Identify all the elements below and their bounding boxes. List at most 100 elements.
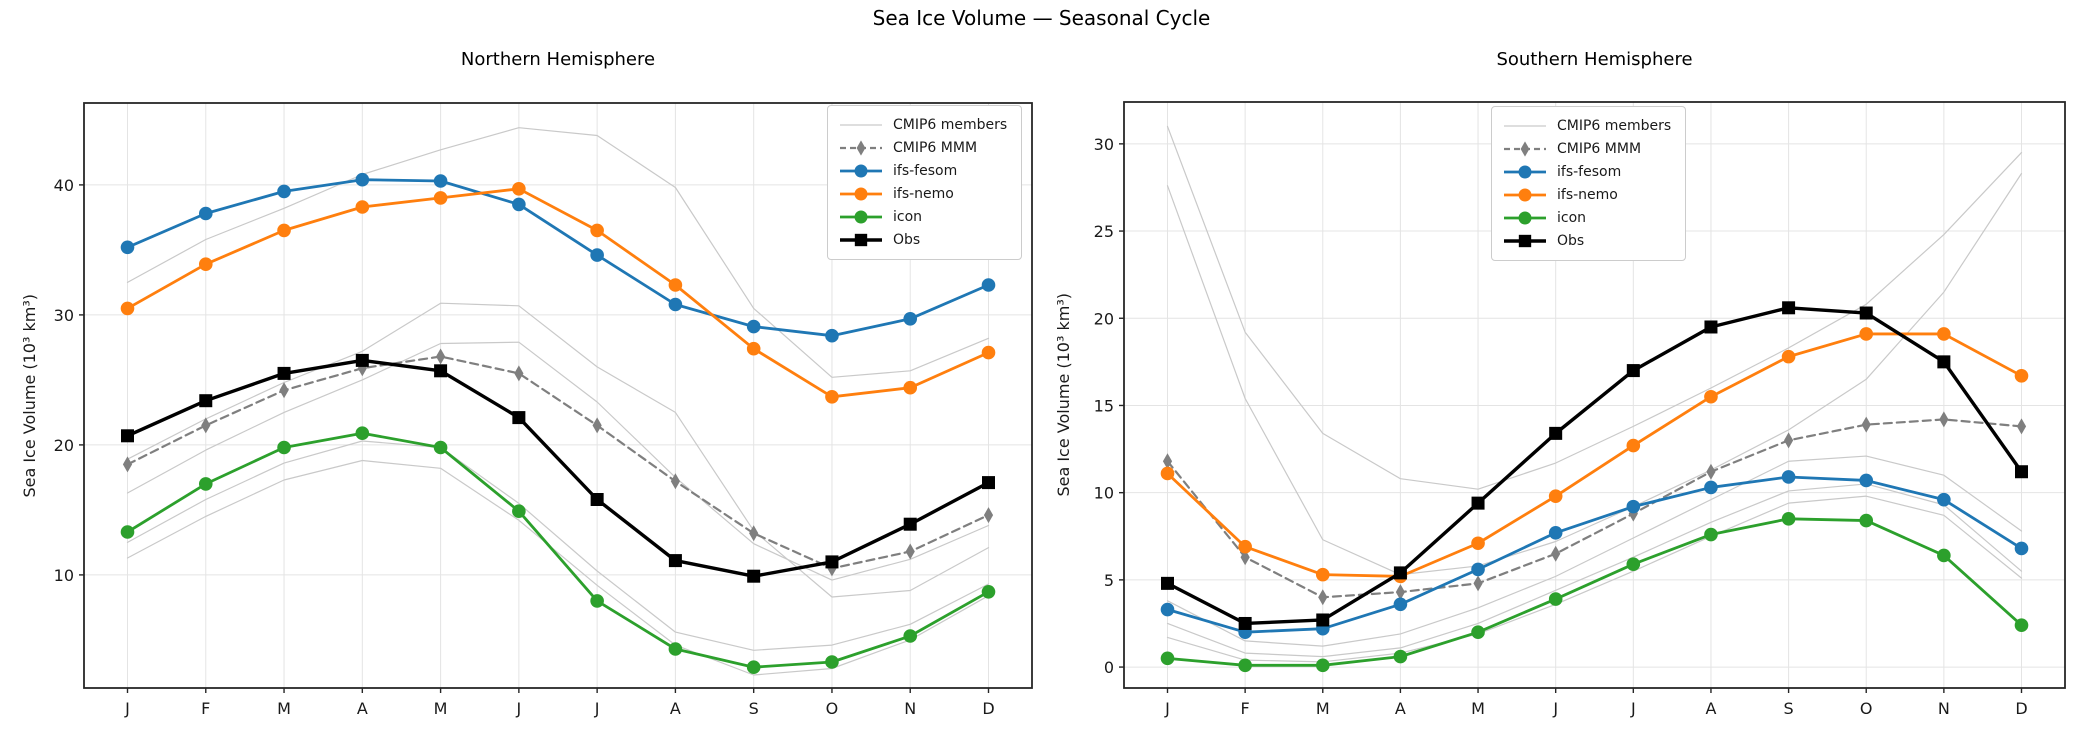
legend-box-southern: CMIP6 members CMIP6 MMM ifs-fesom ifs-ne… bbox=[1491, 106, 1687, 261]
marker-circle-ifs-fesom bbox=[1626, 499, 1641, 514]
marker-circle-ifs-nemo bbox=[746, 341, 761, 356]
legend-item-cmip6-members: CMIP6 members bbox=[1502, 115, 1671, 137]
y-tick-label: 40 bbox=[54, 176, 74, 195]
legend-item-cmip6-mmm: CMIP6 MMM bbox=[1502, 138, 1671, 160]
legend-marker-glyph bbox=[1504, 165, 1546, 179]
marker-circle-ifs-nemo bbox=[1859, 327, 1874, 341]
marker-circle-ifs-nemo bbox=[198, 257, 213, 272]
marker-circle-ifs-fesom bbox=[981, 278, 996, 292]
marker-circle-icon bbox=[277, 440, 291, 455]
marker-square-Obs bbox=[121, 429, 134, 443]
y-tick-label: 10 bbox=[54, 566, 74, 585]
x-tick-label: O bbox=[1860, 699, 1873, 718]
marker-circle-ifs-fesom bbox=[512, 197, 526, 212]
marker-circle-ifs-nemo bbox=[668, 278, 683, 292]
marker-circle-ifs-fesom bbox=[1518, 165, 1532, 179]
marker-circle-ifs-fesom bbox=[1471, 562, 1485, 577]
marker-square-Obs bbox=[747, 569, 761, 583]
legend-item-obs: Obs bbox=[1502, 230, 1671, 252]
marker-circle-icon bbox=[1626, 557, 1641, 571]
marker-circle-ifs-fesom bbox=[825, 328, 839, 343]
legend-item-cmip6-members: CMIP6 members bbox=[838, 114, 1007, 136]
marker-square-Obs bbox=[1238, 616, 1252, 630]
x-tick-label: A bbox=[670, 699, 681, 718]
marker-square-Obs bbox=[1549, 426, 1563, 440]
ifs-nemo-circle-icon bbox=[1502, 185, 1548, 205]
marker-square-Obs bbox=[903, 517, 917, 531]
legend-item-ifs-nemo: ifs-nemo bbox=[1502, 184, 1671, 206]
icon-circle-icon bbox=[838, 207, 884, 227]
marker-circle-icon bbox=[1548, 592, 1563, 606]
y-tick-label: 20 bbox=[54, 436, 74, 455]
marker-circle-ifs-nemo bbox=[1518, 188, 1532, 202]
marker-circle-ifs-fesom bbox=[1859, 473, 1874, 488]
marker-square-Obs bbox=[825, 555, 839, 569]
legend-marker-glyph bbox=[840, 233, 882, 247]
marker-square-Obs bbox=[1704, 320, 1718, 334]
marker-circle-icon bbox=[512, 504, 526, 518]
x-tick-label: A bbox=[1395, 699, 1406, 718]
cmip6-members-line-icon bbox=[838, 115, 884, 135]
marker-circle-ifs-fesom bbox=[120, 240, 135, 255]
x-tick-label: F bbox=[1241, 699, 1250, 718]
series-line-cmip6-mmm bbox=[126, 355, 990, 570]
marker-square-Obs bbox=[434, 364, 448, 378]
marker-square-Obs bbox=[1626, 364, 1640, 378]
legend-item-ifs-fesom: ifs-fesom bbox=[838, 160, 1007, 182]
marker-circle-icon bbox=[1704, 527, 1718, 542]
legend-item-ifs-nemo: ifs-nemo bbox=[838, 183, 1007, 205]
marker-circle-ifs-nemo bbox=[590, 223, 604, 238]
marker-circle-ifs-nemo bbox=[1781, 349, 1796, 364]
y-tick-label: 20 bbox=[1094, 309, 1114, 328]
x-tick-label: N bbox=[904, 699, 916, 718]
marker-circle-ifs-nemo bbox=[1704, 389, 1718, 404]
marker-diamond-CMIP6 MMM bbox=[856, 140, 866, 156]
marker-diamond-CMIP6 MMM bbox=[749, 525, 759, 542]
legend-marker-glyph bbox=[1504, 211, 1546, 225]
marker-diamond-CMIP6 MMM bbox=[1240, 549, 1250, 566]
subplot-title-northern-hemisphere: Northern Hemisphere bbox=[460, 49, 656, 70]
cmip6-mmm-diamond-icon bbox=[838, 138, 884, 158]
x-tick-label: S bbox=[1784, 699, 1794, 718]
icon-circle-icon bbox=[1502, 208, 1548, 228]
legend-marker-glyph bbox=[840, 124, 882, 126]
series-line-cmip6-member-3 bbox=[1166, 455, 2023, 647]
marker-diamond-CMIP6 MMM bbox=[201, 417, 211, 434]
marker-diamond-CMIP6 MMM bbox=[905, 543, 915, 560]
marker-circle-icon bbox=[981, 585, 996, 599]
marker-circle-ifs-fesom bbox=[746, 319, 761, 334]
marker-diamond-CMIP6 MMM bbox=[1783, 432, 1794, 449]
marker-circle-icon bbox=[746, 660, 761, 674]
marker-square-Obs bbox=[1393, 566, 1407, 580]
marker-circle-ifs-fesom bbox=[2014, 541, 2029, 556]
marker-square-Obs bbox=[982, 476, 995, 490]
marker-circle-icon bbox=[903, 629, 918, 643]
legend-marker-glyph bbox=[840, 210, 882, 224]
marker-diamond-CMIP6 MMM bbox=[435, 348, 446, 365]
marker-circle-ifs-nemo bbox=[1626, 438, 1641, 453]
legend-marker-glyph bbox=[840, 140, 882, 156]
y-tick-label: 10 bbox=[1094, 484, 1114, 503]
legend-label: Obs bbox=[1557, 233, 1585, 249]
marker-circle-ifs-fesom bbox=[277, 184, 291, 199]
marker-circle-icon bbox=[355, 426, 370, 441]
marker-circle-icon bbox=[2014, 618, 2029, 633]
marker-circle-icon bbox=[1315, 658, 1330, 673]
marker-circle-ifs-fesom bbox=[1781, 470, 1796, 484]
series-line-ifs-fesom bbox=[126, 178, 990, 338]
marker-circle-icon bbox=[825, 655, 839, 669]
series-line-cmip6-member-4 bbox=[1166, 483, 2023, 658]
x-tick-label: D bbox=[2015, 699, 2027, 718]
series-line-cmip6-member-3 bbox=[126, 341, 990, 581]
marker-circle-ifs-fesom bbox=[198, 206, 213, 221]
marker-circle-ifs-fesom bbox=[1704, 480, 1718, 495]
marker-circle-icon bbox=[590, 594, 604, 608]
series-line-icon bbox=[1166, 517, 2023, 667]
legend-label: ifs-fesom bbox=[1557, 164, 1622, 180]
legend-label: ifs-nemo bbox=[1557, 187, 1618, 203]
subplot-title-southern-hemisphere: Southern Hemisphere bbox=[1496, 49, 1693, 70]
legend-label: CMIP6 MMM bbox=[1557, 141, 1642, 157]
y-tick-label: 30 bbox=[1094, 135, 1114, 154]
marker-circle-ifs-nemo bbox=[1937, 327, 1951, 341]
